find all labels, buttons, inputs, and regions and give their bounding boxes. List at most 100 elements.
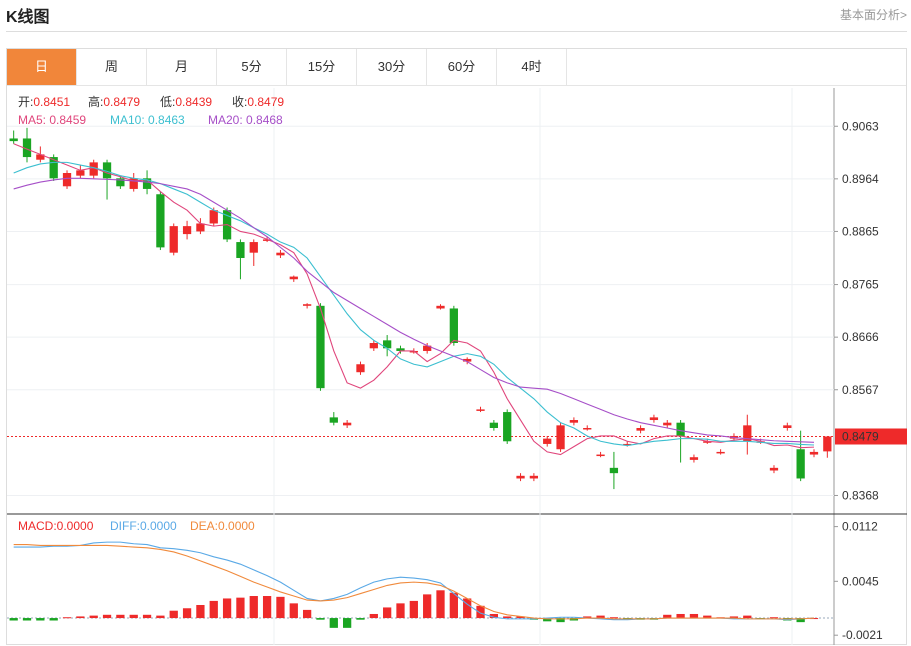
macd-histogram-bar: [703, 615, 712, 619]
macd-histogram-bar: [583, 616, 592, 619]
info-ma10: MA10: 0.8463: [110, 113, 185, 127]
candle-body: [516, 475, 525, 479]
candle-body: [703, 441, 712, 443]
macd-histogram-bar: [596, 615, 605, 619]
candle-body: [76, 170, 85, 176]
macd-histogram-bar: [316, 618, 325, 620]
current-price-label: 0.8479: [842, 430, 879, 444]
macd-histogram-bar: [436, 590, 445, 619]
candle-body: [636, 428, 645, 431]
candle-body: [609, 467, 619, 474]
macd-histogram-bar: [9, 618, 18, 621]
macd-histogram-bar: [516, 616, 525, 619]
candle-body: [623, 443, 632, 446]
tab-15min[interactable]: 15分: [287, 49, 357, 85]
candle-body: [396, 348, 405, 351]
candle-body: [89, 162, 98, 176]
candle-body: [676, 422, 685, 436]
page-title: K线图: [6, 9, 50, 26]
candle-body: [423, 345, 432, 351]
macd-y-tick-label: 0.0045: [842, 574, 879, 588]
candle-body: [809, 451, 819, 455]
candle-body: [356, 364, 365, 373]
ma20-line: [13, 177, 815, 443]
info-high: 高:0.8479: [88, 94, 140, 109]
macd-histogram-bar: [489, 613, 498, 619]
tab-4hour[interactable]: 4时: [497, 49, 567, 85]
candle-body: [409, 350, 418, 353]
y-tick-label: 0.8567: [842, 383, 879, 397]
candle-body: [116, 178, 125, 187]
y-tick-label: 0.8765: [842, 278, 879, 292]
current-price-badge: [835, 428, 907, 445]
macd-histogram-bar: [196, 604, 205, 619]
candle-body: [583, 428, 592, 430]
y-tick-label: 0.9063: [842, 119, 879, 133]
candle-body: [663, 422, 672, 426]
macd-y-tick-label: 0.0112: [842, 520, 878, 534]
macd-histogram-bar: [676, 613, 685, 619]
macd-histogram-bar: [769, 617, 779, 619]
candle-body: [556, 425, 565, 450]
candle-body: [383, 340, 392, 349]
candle-body: [503, 412, 512, 442]
tab-month[interactable]: 月: [147, 49, 217, 85]
info-dea: DEA:0.0000: [190, 519, 255, 533]
tab-week[interactable]: 周: [77, 49, 147, 85]
candle-body: [569, 420, 579, 423]
candle-body: [36, 154, 45, 160]
macd-histogram-bar: [289, 603, 298, 619]
macd-histogram-bar: [276, 596, 285, 619]
candle-body: [596, 454, 605, 457]
macd-histogram-bar: [76, 616, 85, 619]
candle-body: [823, 436, 832, 452]
candle-body: [343, 422, 352, 426]
candle-body: [649, 417, 659, 421]
candle-body: [102, 162, 112, 179]
macd-histogram-bar: [689, 613, 699, 619]
candle-body: [156, 194, 165, 248]
info-ma20: MA20: 0.8468: [208, 113, 283, 127]
candle-body: [489, 422, 498, 428]
tab-60min[interactable]: 60分: [427, 49, 497, 85]
candle-body: [182, 226, 192, 235]
macd-histogram-bar: [743, 615, 752, 619]
macd-histogram-bar: [503, 616, 512, 619]
candle-body: [463, 358, 472, 362]
candle-body: [769, 467, 779, 471]
candle-body: [783, 425, 792, 428]
info-dif: DIFF:0.0000: [110, 519, 177, 533]
candle-body: [743, 425, 752, 442]
macd-histogram-bar: [556, 618, 565, 623]
macd-histogram-bar: [409, 600, 418, 619]
macd-histogram-bar: [543, 618, 552, 622]
tab-5min[interactable]: 5分: [217, 49, 287, 85]
candle-body: [689, 457, 699, 460]
info-close: 收:0.8479: [232, 95, 284, 109]
candle-body: [169, 226, 178, 253]
macd-histogram-bar: [49, 618, 58, 621]
macd-histogram-bar: [396, 603, 405, 619]
macd-histogram-bar: [262, 596, 272, 619]
fundamental-analysis-link[interactable]: 基本面分析>: [839, 8, 907, 22]
macd-histogram-bar: [116, 614, 125, 619]
candle-body: [796, 449, 805, 479]
y-tick-label: 0.8666: [842, 330, 879, 344]
candle-body: [276, 252, 285, 256]
macd-histogram-bar: [22, 618, 32, 621]
tab-day[interactable]: 日: [7, 49, 77, 85]
macd-y-tick-label: -0.0021: [842, 628, 883, 642]
candle-body: [236, 242, 245, 258]
tab-30min[interactable]: 30分: [357, 49, 427, 85]
macd-histogram-bar: [383, 607, 392, 619]
candle-body: [289, 276, 298, 280]
candle-body: [476, 409, 485, 411]
info-ma5: MA5: 0.8459: [18, 113, 86, 127]
macd-histogram-bar: [249, 596, 258, 619]
macd-histogram-bar: [476, 605, 485, 619]
macd-histogram-bar: [663, 614, 672, 619]
candle-body: [62, 173, 72, 187]
macd-histogram-bar: [729, 616, 739, 619]
candle-body: [142, 178, 152, 189]
